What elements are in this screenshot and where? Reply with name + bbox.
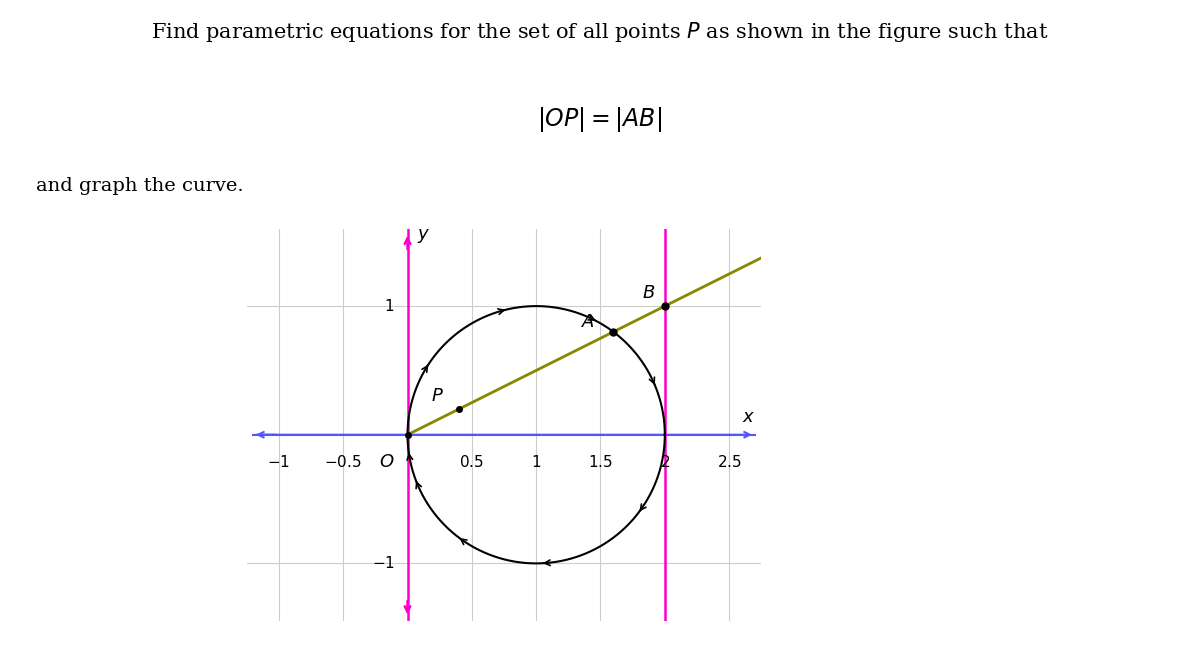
- Text: $2$: $2$: [660, 454, 670, 470]
- Text: $O$: $O$: [379, 453, 395, 471]
- Text: Find parametric equations for the set of all points $P$ as shown in the figure s: Find parametric equations for the set of…: [151, 20, 1049, 44]
- Text: and graph the curve.: and graph the curve.: [36, 177, 244, 195]
- Text: $-0.5$: $-0.5$: [324, 454, 362, 470]
- Text: $|OP| = |AB|$: $|OP| = |AB|$: [538, 105, 662, 133]
- Text: $-1$: $-1$: [372, 555, 395, 572]
- Text: $-1$: $-1$: [268, 454, 290, 470]
- Text: $0.5$: $0.5$: [460, 454, 485, 470]
- Text: $B$: $B$: [642, 284, 655, 302]
- Text: $y$: $y$: [416, 227, 430, 245]
- Text: $1$: $1$: [532, 454, 541, 470]
- Text: $1$: $1$: [384, 298, 395, 314]
- Text: $2.5$: $2.5$: [716, 454, 742, 470]
- Text: $P$: $P$: [431, 387, 444, 405]
- Text: $1.5$: $1.5$: [588, 454, 613, 470]
- Text: $A$: $A$: [581, 313, 595, 331]
- Text: $x$: $x$: [742, 408, 755, 426]
